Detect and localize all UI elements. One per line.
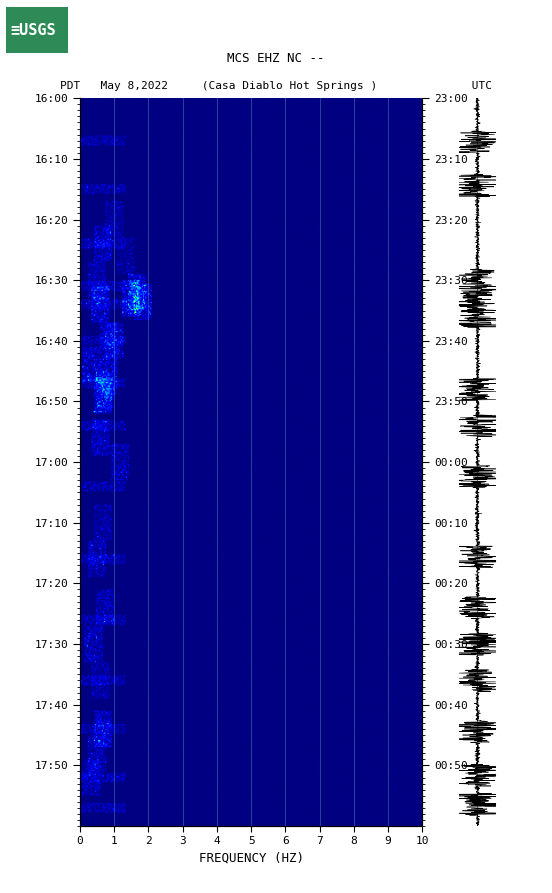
FancyBboxPatch shape xyxy=(6,7,68,53)
Text: MCS EHZ NC --: MCS EHZ NC -- xyxy=(227,52,325,65)
Text: ≡USGS: ≡USGS xyxy=(11,22,56,38)
X-axis label: FREQUENCY (HZ): FREQUENCY (HZ) xyxy=(199,852,304,865)
Text: PDT   May 8,2022     (Casa Diablo Hot Springs )              UTC: PDT May 8,2022 (Casa Diablo Hot Springs … xyxy=(60,81,492,91)
